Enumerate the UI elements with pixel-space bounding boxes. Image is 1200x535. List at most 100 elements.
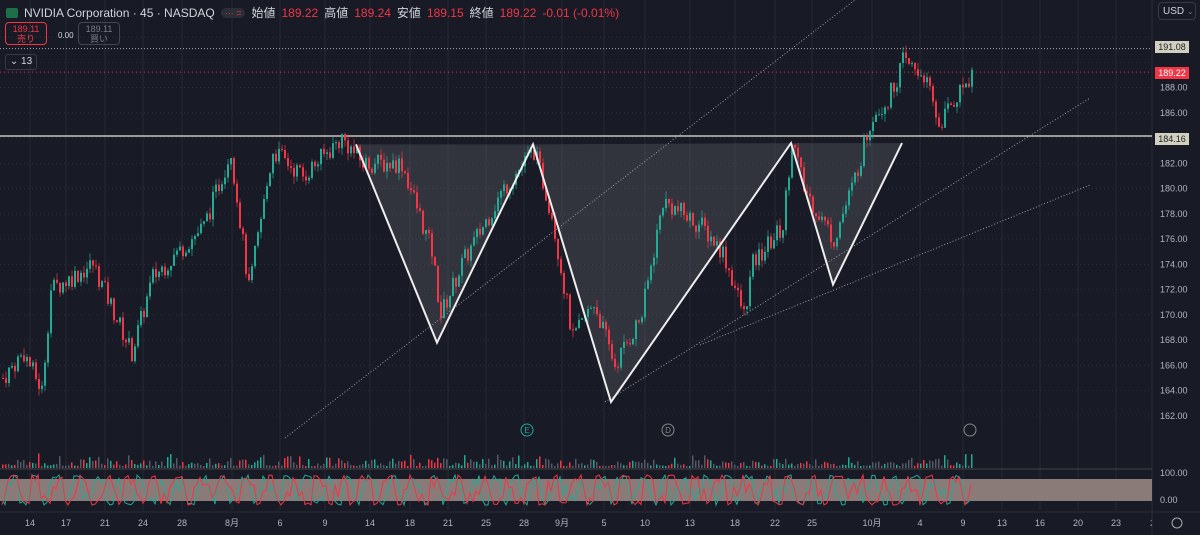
candle	[824, 216, 826, 221]
candle	[251, 266, 253, 281]
candle	[290, 166, 292, 168]
volume-bar	[380, 463, 382, 468]
volume-bar	[632, 460, 634, 468]
volume-bar	[902, 463, 904, 468]
volume-bar	[971, 454, 973, 468]
candle	[47, 333, 49, 363]
volume-bar	[44, 463, 46, 468]
volume-bar	[581, 463, 583, 468]
candle	[860, 166, 862, 176]
candle	[686, 215, 688, 221]
volume-bar	[449, 465, 451, 468]
candle	[257, 232, 259, 246]
volume-bar	[593, 459, 595, 468]
volume-bar	[695, 460, 697, 468]
volume-bar	[338, 458, 340, 468]
candle	[416, 192, 418, 209]
symbol-title[interactable]: NVIDIA Corporation · 45 · NASDAQ	[24, 5, 215, 20]
volume-bar	[263, 455, 265, 468]
candle	[827, 220, 829, 225]
volume-bar	[752, 460, 754, 468]
volume-bar	[302, 465, 304, 468]
candle	[812, 196, 814, 214]
candle	[602, 322, 604, 329]
candle	[26, 356, 28, 362]
volume-bar	[158, 464, 160, 468]
volume-bar	[434, 462, 436, 468]
volume-bar	[671, 463, 673, 468]
indicators-toggle[interactable]: ⌄ 13	[5, 54, 37, 70]
volume-bar	[809, 464, 811, 468]
candle	[23, 355, 25, 362]
candle	[608, 329, 610, 345]
volume-bar	[431, 460, 433, 468]
candle	[770, 236, 772, 249]
candle	[242, 228, 244, 235]
volume-bar	[185, 465, 187, 468]
candle	[50, 290, 52, 334]
volume-bar	[719, 465, 721, 468]
candle	[911, 63, 913, 65]
candle	[569, 294, 571, 330]
candle	[749, 276, 751, 307]
candle	[878, 114, 880, 116]
candle	[80, 272, 82, 282]
candle	[446, 299, 448, 308]
volume-bar	[26, 464, 28, 468]
candle	[182, 246, 184, 257]
dividend-icon-label: D	[665, 426, 671, 435]
x-tick-label: 21	[443, 518, 453, 528]
currency-select[interactable]: USD ⌄	[1158, 2, 1196, 20]
volume-bar	[653, 459, 655, 468]
y-tick-label: 174.00	[1160, 259, 1188, 269]
candle	[155, 269, 157, 278]
candle	[458, 275, 460, 287]
candle	[110, 298, 112, 304]
volume-bar	[857, 461, 859, 468]
volume-bar	[179, 465, 181, 468]
candle	[767, 236, 769, 252]
earnings-icon-label: E	[524, 426, 529, 435]
volume-bar	[923, 459, 925, 468]
volume-bar	[167, 456, 169, 468]
volume-bar	[788, 464, 790, 468]
candle	[431, 233, 433, 257]
volume-bar	[353, 465, 355, 468]
volume-bar	[329, 457, 331, 468]
candle	[338, 142, 340, 149]
sell-button[interactable]: 189.11 売り	[5, 22, 47, 45]
candle	[755, 254, 757, 266]
volume-bar	[272, 465, 274, 468]
candle	[122, 317, 124, 340]
volume-bar	[689, 465, 691, 468]
candle	[2, 378, 4, 380]
candle	[950, 103, 952, 105]
volume-bar	[374, 459, 376, 468]
candle	[572, 329, 574, 331]
volume-bar	[230, 458, 232, 468]
volume-bar	[239, 460, 241, 468]
candle	[77, 270, 79, 282]
volume-bar	[458, 463, 460, 468]
candle	[659, 215, 661, 230]
volume-bar	[86, 463, 88, 468]
candle	[629, 343, 631, 345]
volume-bar	[95, 460, 97, 468]
candle	[311, 161, 313, 178]
buy-button[interactable]: 189.11 買い	[78, 22, 120, 45]
trend-line	[699, 184, 1091, 346]
x-tick-label: 21	[100, 518, 110, 528]
candle	[413, 190, 415, 193]
x-tick-label: 8月	[225, 518, 239, 528]
candle	[668, 198, 670, 204]
volume-bar	[164, 465, 166, 468]
legend-more-icon[interactable]: ··· =	[220, 7, 246, 18]
y-tick-label: 188.00	[1160, 83, 1188, 93]
candle	[638, 320, 640, 323]
candle	[293, 167, 295, 177]
candle	[782, 230, 784, 238]
candle	[44, 362, 46, 386]
candle	[104, 281, 106, 283]
volume-bar	[479, 464, 481, 468]
